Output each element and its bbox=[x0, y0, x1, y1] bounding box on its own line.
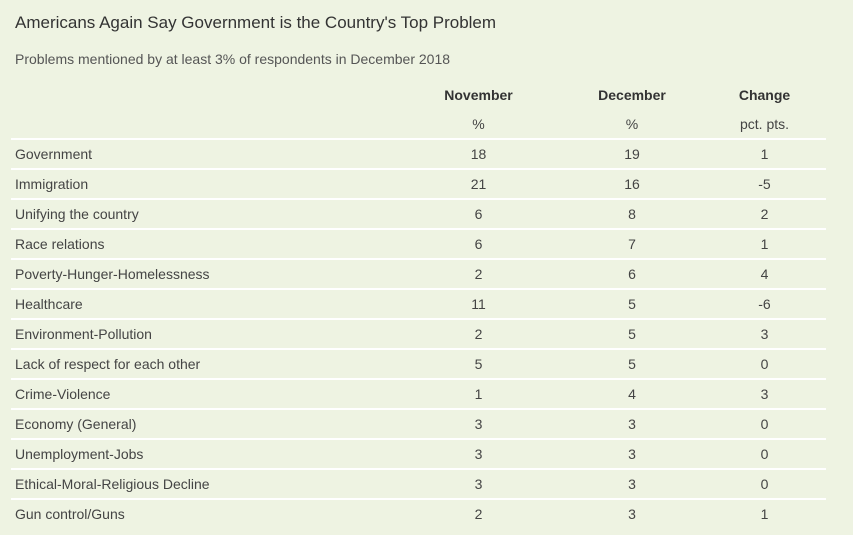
cell-change: -6 bbox=[703, 289, 826, 320]
header-change: Change bbox=[738, 87, 791, 103]
units-row: % % pct. pts. bbox=[11, 110, 826, 139]
table-row: Poverty-Hunger-Homelessness 2 6 4 bbox=[11, 259, 826, 290]
table-body: Government 18 19 1 Immigration 21 16 -5 Unifying… bbox=[11, 139, 826, 528]
table-row: Crime-Violence 1 4 3 bbox=[11, 379, 826, 410]
cell-december: 8 bbox=[561, 199, 703, 230]
row-label: Race relations bbox=[11, 229, 396, 260]
cell-december: 5 bbox=[561, 319, 703, 350]
cell-november: 3 bbox=[396, 469, 561, 500]
cell-november: 3 bbox=[396, 409, 561, 440]
row-label: Crime-Violence bbox=[11, 379, 396, 410]
row-label: Unifying the country bbox=[11, 199, 396, 230]
table-row: Race relations 6 7 1 bbox=[11, 229, 826, 260]
cell-december: 5 bbox=[561, 349, 703, 380]
cell-december: 3 bbox=[628, 506, 636, 522]
row-label: Unemployment-Jobs bbox=[11, 439, 396, 470]
unit-december: % bbox=[625, 116, 639, 132]
cell-november: 11 bbox=[396, 289, 561, 320]
chart-subtitle: Problems mentioned by at least 3% of res… bbox=[15, 51, 451, 67]
cell-change: 2 bbox=[703, 199, 826, 230]
cell-december: 3 bbox=[561, 439, 703, 470]
cell-november: 2 bbox=[396, 259, 561, 290]
cell-december: 3 bbox=[561, 409, 703, 440]
table-row: Immigration 21 16 -5 bbox=[11, 169, 826, 200]
cell-change: 0 bbox=[703, 409, 826, 440]
table-row: Environment-Pollution 2 5 3 bbox=[11, 319, 826, 350]
cell-november: 2 bbox=[396, 319, 561, 350]
cell-change: 1 bbox=[703, 139, 826, 170]
cell-december: 5 bbox=[561, 289, 703, 320]
cell-change: 3 bbox=[703, 319, 826, 350]
row-label: Environment-Pollution bbox=[11, 319, 396, 350]
cell-november: 6 bbox=[396, 229, 561, 260]
header-december: December bbox=[598, 87, 666, 103]
row-label: Lack of respect for each other bbox=[11, 349, 396, 380]
cell-change: 1 bbox=[760, 506, 769, 522]
table-row: Ethical-Moral-Religious Decline 3 3 0 bbox=[11, 469, 826, 500]
table-row: Government 18 19 1 bbox=[11, 139, 826, 170]
header-row: November December Change bbox=[11, 80, 826, 110]
unit-change: pct. pts. bbox=[739, 116, 790, 132]
cell-november: 3 bbox=[396, 439, 561, 470]
cell-change: 0 bbox=[703, 439, 826, 470]
cell-change: 0 bbox=[703, 349, 826, 380]
header-label-column bbox=[11, 80, 396, 110]
cell-december: 3 bbox=[561, 469, 703, 500]
header-november: November bbox=[444, 87, 513, 103]
table-row: Unemployment-Jobs 3 3 0 bbox=[11, 439, 826, 470]
chart-title: Americans Again Say Government is the Co… bbox=[15, 13, 497, 32]
row-label: Ethical-Moral-Religious Decline bbox=[11, 469, 396, 500]
table-row: Healthcare 11 5 -6 bbox=[11, 289, 826, 320]
data-table: November December Change % % pct. pts. G… bbox=[11, 80, 826, 528]
row-label: Immigration bbox=[11, 169, 396, 200]
unit-november: % bbox=[472, 116, 485, 132]
cell-november: 21 bbox=[396, 169, 561, 200]
table-row: Economy (General) 3 3 0 bbox=[11, 409, 826, 440]
row-label: Gun control/Guns bbox=[15, 506, 125, 522]
row-label: Government bbox=[11, 139, 396, 170]
cell-december: 6 bbox=[561, 259, 703, 290]
table-row: Gun control/Guns 2 3 1 bbox=[11, 499, 826, 528]
table-row: Unifying the country 6 8 2 bbox=[11, 199, 826, 230]
table-row: Lack of respect for each other 5 5 0 bbox=[11, 349, 826, 380]
cell-december: 7 bbox=[561, 229, 703, 260]
row-label: Economy (General) bbox=[11, 409, 396, 440]
cell-december: 16 bbox=[561, 169, 703, 200]
cell-november: 1 bbox=[396, 379, 561, 410]
cell-november: 5 bbox=[396, 349, 561, 380]
cell-november: 18 bbox=[396, 139, 561, 170]
cell-november: 6 bbox=[396, 199, 561, 230]
cell-change: 0 bbox=[703, 469, 826, 500]
cell-change: -5 bbox=[703, 169, 826, 200]
cell-change: 1 bbox=[703, 229, 826, 260]
cell-change: 4 bbox=[703, 259, 826, 290]
row-label: Poverty-Hunger-Homelessness bbox=[11, 259, 396, 290]
cell-december: 4 bbox=[561, 379, 703, 410]
cell-december: 19 bbox=[561, 139, 703, 170]
cell-november: 2 bbox=[474, 506, 483, 522]
units-label-column bbox=[11, 110, 396, 139]
row-label: Healthcare bbox=[11, 289, 396, 320]
cell-change: 3 bbox=[703, 379, 826, 410]
